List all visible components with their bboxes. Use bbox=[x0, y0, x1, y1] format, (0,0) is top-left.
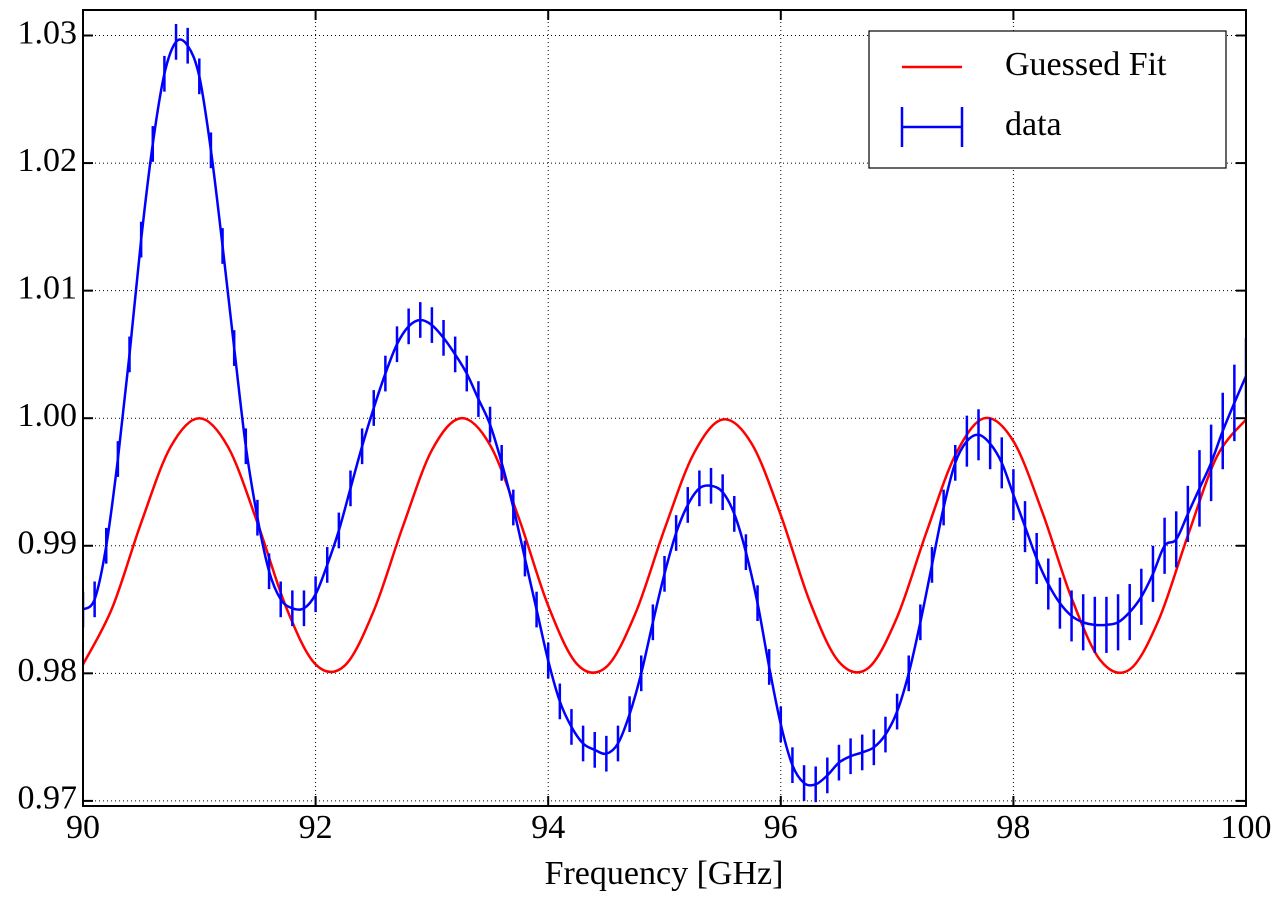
x-tick-label: 94 bbox=[531, 809, 565, 846]
legend-label: Guessed Fit bbox=[1005, 46, 1167, 83]
plot-area bbox=[83, 24, 1246, 803]
x-tick-label: 90 bbox=[66, 809, 100, 846]
series-line bbox=[83, 416, 1246, 675]
y-tick-label: 0.97 bbox=[18, 780, 78, 817]
legend-box bbox=[868, 30, 1227, 169]
series-line bbox=[83, 38, 1246, 787]
y-tick-label: 1.03 bbox=[18, 14, 78, 51]
x-tick-label: 100 bbox=[1221, 809, 1272, 846]
legend-label: data bbox=[1005, 106, 1062, 143]
x-tick-label: 98 bbox=[996, 809, 1030, 846]
x-tick-label: 96 bbox=[764, 809, 798, 846]
y-tick-label: 1.01 bbox=[18, 269, 78, 306]
x-tick-label: 92 bbox=[299, 809, 333, 846]
y-tick-label: 1.02 bbox=[18, 142, 78, 179]
x-axis-label: Frequency [GHz] bbox=[545, 855, 784, 892]
y-tick-label: 0.99 bbox=[18, 525, 78, 562]
y-tick-label: 0.98 bbox=[18, 652, 78, 689]
y-tick-label: 1.00 bbox=[18, 397, 78, 434]
plot-frame bbox=[82, 9, 1247, 807]
